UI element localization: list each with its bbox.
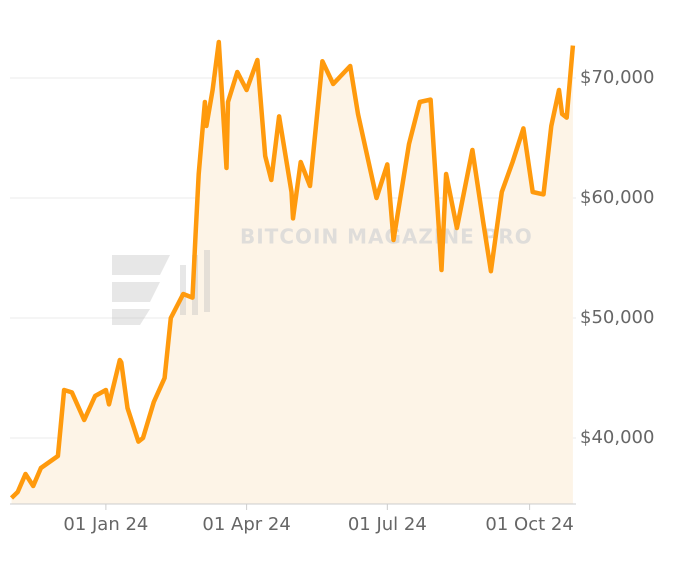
y-tick-label: $60,000	[580, 187, 654, 208]
x-tick-label: 01 Apr 24	[202, 514, 290, 535]
area	[11, 42, 573, 504]
y-tick-label: $40,000	[580, 427, 654, 448]
x-tick-label: 01 Oct 24	[485, 514, 573, 535]
line	[9, 39, 576, 500]
watermark-logo	[112, 250, 210, 325]
y-tick-label: $70,000	[580, 67, 654, 88]
x-tick-label: 01 Jan 24	[63, 514, 148, 535]
x-tick-label: 01 Jul 24	[348, 514, 427, 535]
y-tick-label: $50,000	[580, 307, 654, 328]
